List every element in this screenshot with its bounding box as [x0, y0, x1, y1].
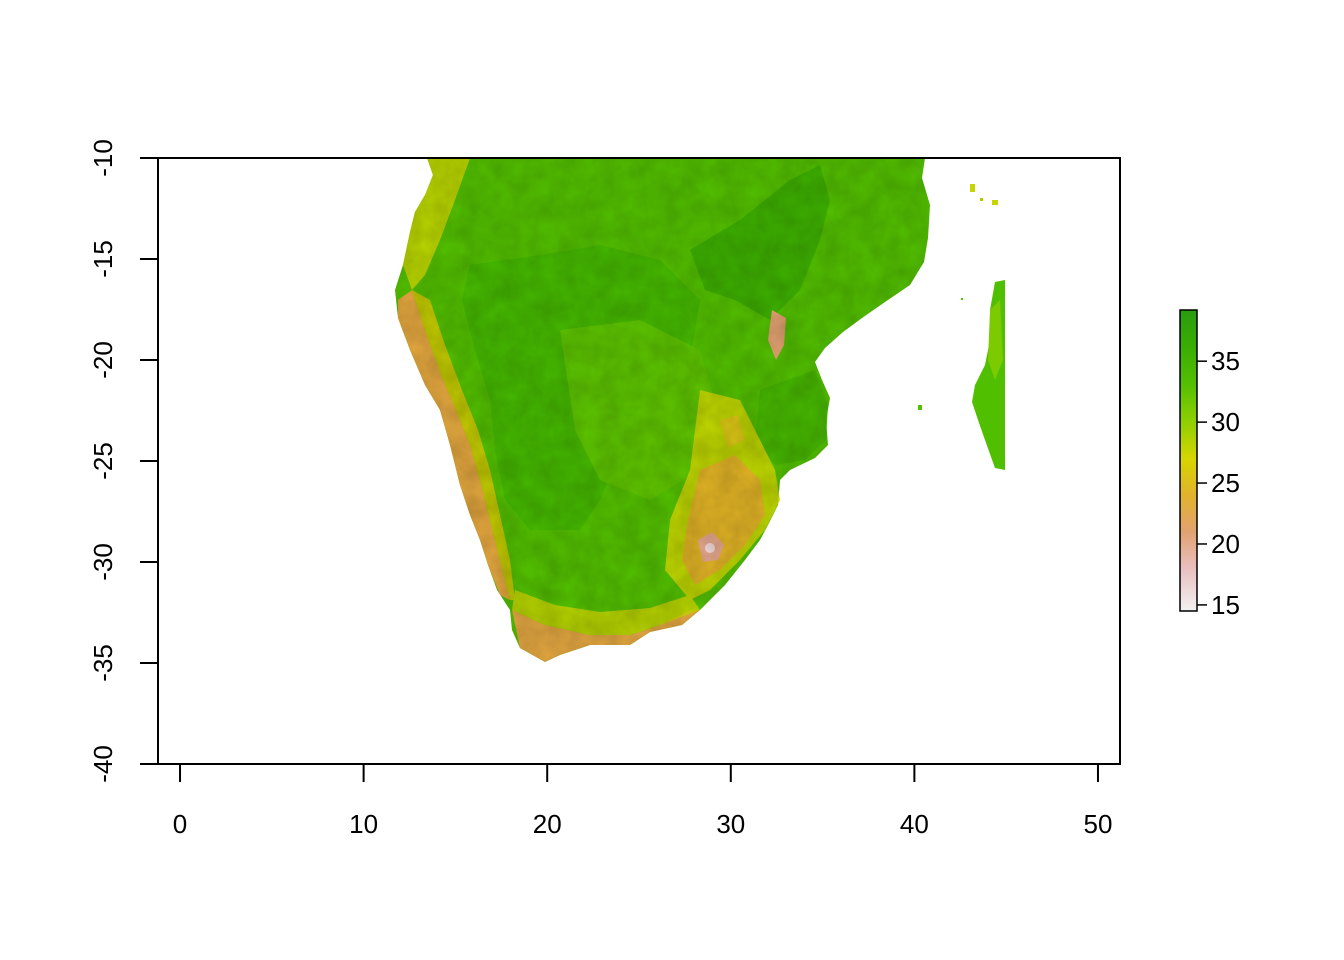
color-legend: 15 20 25 30 35 — [1179, 309, 1240, 620]
x-tick-label: 30 — [716, 809, 745, 839]
island-europa — [918, 405, 922, 410]
y-tick-label: -25 — [88, 442, 118, 480]
legend-colorbar — [1179, 309, 1198, 612]
legend-tick-label: 25 — [1211, 468, 1240, 498]
y-tick-label: -35 — [88, 644, 118, 682]
legend-tick-label: 30 — [1211, 407, 1240, 437]
y-tick-label: -40 — [88, 745, 118, 783]
y-tick-label: -20 — [88, 341, 118, 379]
x-tick-label: 10 — [349, 809, 378, 839]
temperature-raster — [395, 158, 1005, 662]
madagascar-highlands — [988, 300, 1003, 380]
y-tick-label: -30 — [88, 543, 118, 581]
x-tick-label: 20 — [533, 809, 562, 839]
x-tick-label: 50 — [1084, 809, 1113, 839]
comoros-island-3 — [980, 198, 983, 201]
x-tick-label: 0 — [173, 809, 187, 839]
x-tick-label: 40 — [900, 809, 929, 839]
comoros-island-2 — [992, 200, 998, 205]
y-axis: -10 -15 -20 -25 -30 -35 -40 — [88, 139, 159, 783]
legend-ticks: 15 20 25 30 35 — [1197, 346, 1240, 620]
legend-tick-label: 15 — [1211, 590, 1240, 620]
island-speck — [961, 298, 963, 300]
legend-tick-label: 20 — [1211, 529, 1240, 559]
x-axis: 0 10 20 30 40 50 — [173, 763, 1113, 839]
y-tick-label: -15 — [88, 240, 118, 278]
terrain-texture — [395, 158, 930, 662]
legend-tick-label: 35 — [1211, 346, 1240, 376]
y-tick-label: -10 — [88, 139, 118, 177]
comoros-island-1 — [970, 184, 975, 192]
